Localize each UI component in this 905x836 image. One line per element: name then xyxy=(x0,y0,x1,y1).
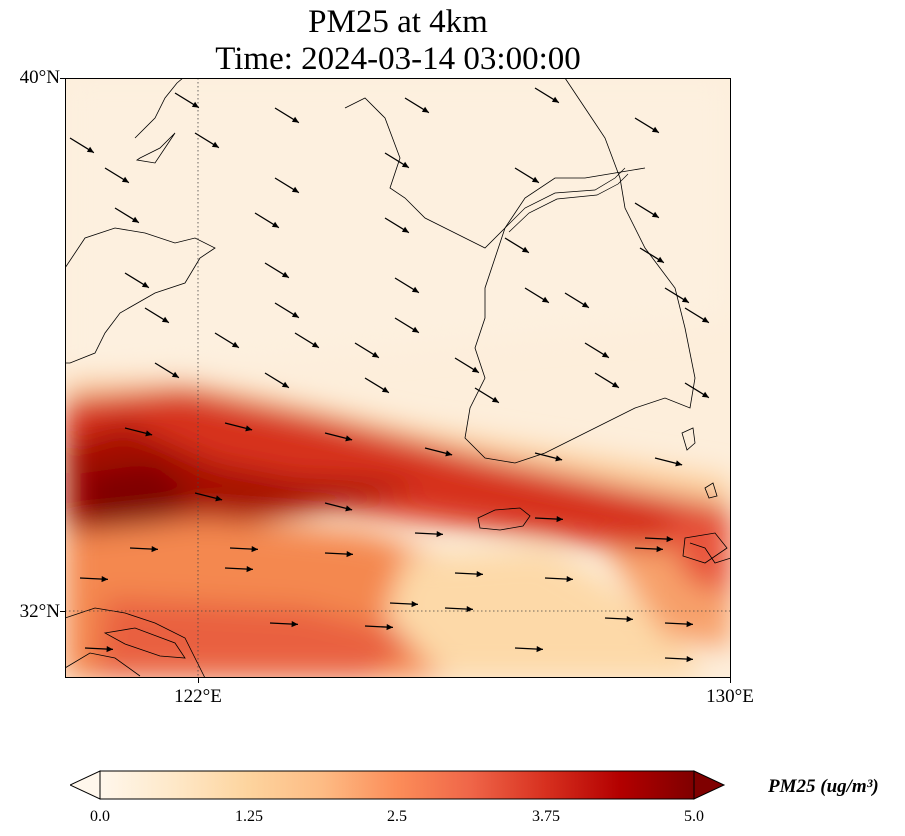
colorbar-tick-0: 0.0 xyxy=(90,808,110,825)
wind-arrow-head xyxy=(476,571,483,578)
wind-arrow-head xyxy=(371,351,379,358)
wind-arrow-head xyxy=(701,316,709,323)
wind-arrow-head xyxy=(566,576,573,583)
wind-arrow-head xyxy=(556,516,563,523)
coastlines xyxy=(65,78,731,678)
lat-label-40n: 40°N xyxy=(19,67,60,88)
lon-tick-130e xyxy=(730,678,731,683)
wind-arrow-head xyxy=(675,460,683,467)
wind-arrow-head xyxy=(686,621,693,628)
colorbar-label: PM25 (ug/m³) xyxy=(768,776,879,797)
wind-vectors xyxy=(69,87,710,663)
colorbar-extend-min xyxy=(68,770,101,800)
wind-arrow-head xyxy=(86,146,94,153)
colorbar xyxy=(68,770,730,809)
wind-arrow-head xyxy=(281,271,289,278)
wind-arrow-head xyxy=(141,281,149,288)
wind-arrow-head xyxy=(211,141,219,148)
wind-arrow-head xyxy=(531,176,539,183)
wind-arrow-head xyxy=(251,546,258,553)
lon-tick-122e xyxy=(198,678,199,683)
wind-arrow-head xyxy=(171,371,179,378)
wind-arrow-head xyxy=(271,221,279,228)
wind-arrow-head xyxy=(666,536,673,543)
wind-arrow-head xyxy=(466,606,473,613)
wind-arrow-head xyxy=(701,391,709,398)
wind-arrow-head xyxy=(411,286,419,293)
wind-arrow-head xyxy=(345,505,353,512)
wind-arrow-head xyxy=(581,301,589,308)
wind-arrow-head xyxy=(191,101,199,108)
wind-arrow-head xyxy=(291,311,299,318)
wind-arrow-head xyxy=(291,116,299,123)
colorbar-tick-4: 5.0 xyxy=(684,808,704,825)
wind-arrow-head xyxy=(246,566,253,573)
wind-arrow-head xyxy=(291,186,299,193)
wind-arrow-head xyxy=(651,211,659,218)
wind-arrow-head xyxy=(656,256,664,263)
wind-arrow-head xyxy=(536,646,543,653)
wind-arrow-head xyxy=(151,546,158,553)
colorbar-gradient xyxy=(99,770,695,800)
colorbar-tick-2: 2.5 xyxy=(387,808,407,825)
wind-arrow-head xyxy=(681,296,689,303)
wind-arrow-head xyxy=(145,430,153,437)
wind-arrow-head xyxy=(121,176,129,183)
wind-arrow-head xyxy=(436,531,443,538)
wind-arrow-head xyxy=(345,435,353,442)
lat-label-32n: 32°N xyxy=(19,601,60,622)
wind-arrow-head xyxy=(161,316,169,323)
wind-arrow-head xyxy=(401,226,409,233)
wind-arrow-head xyxy=(131,216,139,223)
wind-arrow-head xyxy=(381,386,389,393)
wind-arrow-head xyxy=(601,351,609,358)
wind-arrow-head xyxy=(656,546,663,553)
wind-arrow-head xyxy=(245,425,253,432)
wind-arrow-head xyxy=(346,551,353,558)
wind-arrow-head xyxy=(555,455,563,462)
map-plot-area xyxy=(65,78,731,678)
wind-arrow-head xyxy=(411,326,419,333)
wind-arrow-head xyxy=(445,450,453,457)
gridlines xyxy=(65,78,731,678)
wind-arrow-head xyxy=(401,161,409,168)
colorbar-extend-max xyxy=(693,770,726,800)
wind-arrow-head xyxy=(611,381,619,388)
lon-label-122e: 122°E xyxy=(174,686,222,707)
colorbar-tick-1: 1.25 xyxy=(235,808,263,825)
wind-arrow-head xyxy=(281,381,289,388)
lon-label-130e: 130°E xyxy=(706,686,754,707)
lat-tick-32n xyxy=(60,611,65,612)
wind-arrow-head xyxy=(471,366,479,373)
wind-arrow-head xyxy=(411,601,418,608)
map-title-line1: PM25 at 4km xyxy=(308,4,488,40)
colorbar-tick-3: 3.75 xyxy=(532,808,560,825)
wind-arrow-head xyxy=(541,296,549,303)
wind-arrow-head xyxy=(651,126,659,133)
wind-arrow-head xyxy=(311,341,319,348)
wind-arrow-head xyxy=(551,96,559,103)
wind-arrow-head xyxy=(521,246,529,253)
wind-arrow-head xyxy=(215,495,223,502)
wind-arrow-head xyxy=(291,621,298,628)
wind-arrow-head xyxy=(101,576,108,583)
wind-arrow-head xyxy=(491,396,499,403)
map-title-line2: Time: 2024-03-14 03:00:00 xyxy=(215,41,581,77)
pm25-concentration-field xyxy=(65,78,731,678)
wind-arrow-head xyxy=(231,341,239,348)
wind-arrow-head xyxy=(626,616,633,623)
wind-arrow-head xyxy=(686,656,693,663)
wind-arrow-head xyxy=(106,646,113,653)
wind-arrow-head xyxy=(386,624,393,631)
lat-tick-40n xyxy=(60,78,65,79)
wind-arrow-head xyxy=(421,106,429,113)
